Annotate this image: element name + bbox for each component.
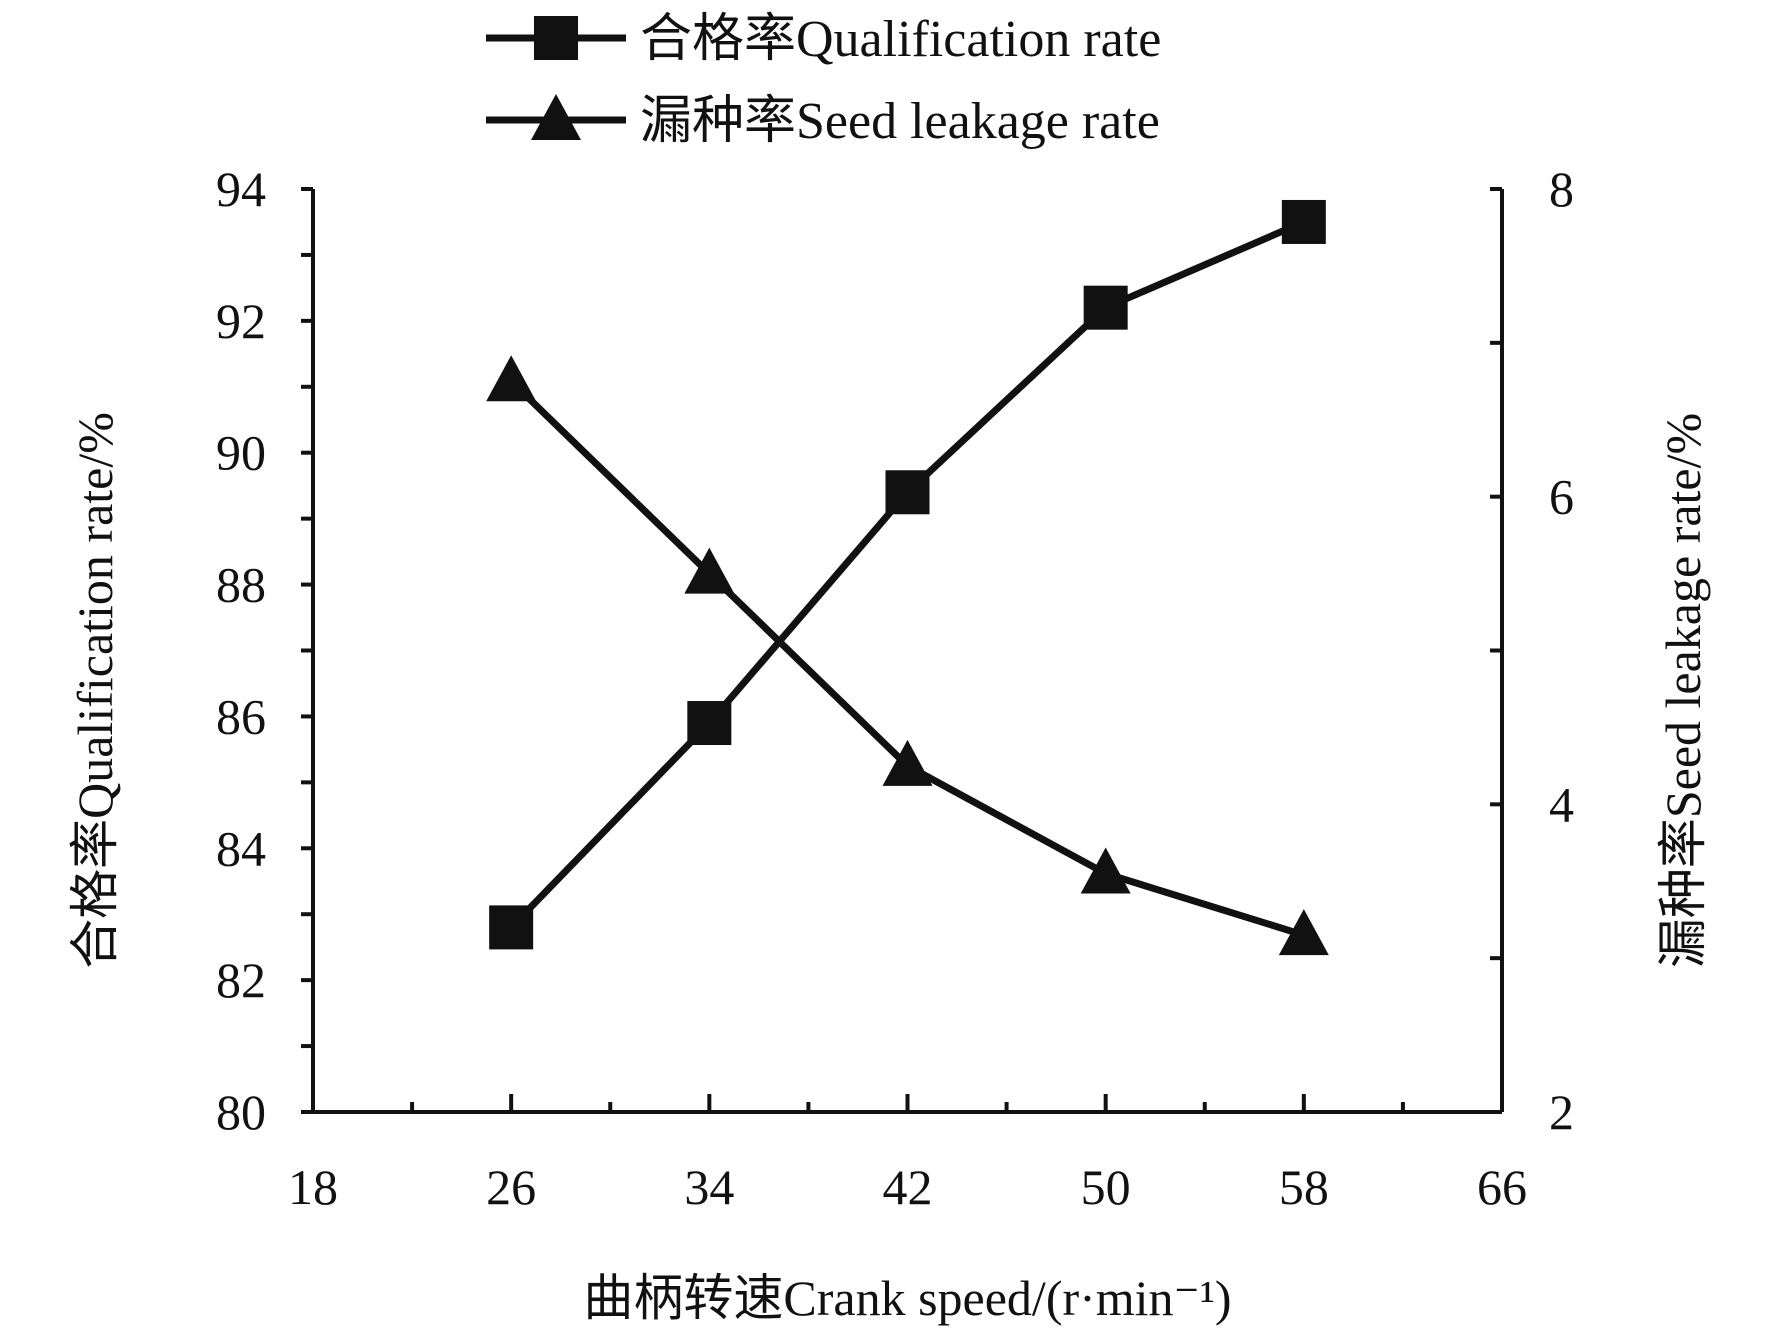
data-point-triangle [1278, 909, 1329, 956]
ticks: 18 26 34 42 50 58 66 80 82 84 86 88 90 92 94 2 4 6 8 [216, 161, 1574, 1215]
data-point-square [687, 701, 732, 746]
series-line-qualification-rate [508, 218, 1306, 930]
y-right-tick-label: 6 [1549, 469, 1574, 525]
y-right-tick-label: 4 [1549, 776, 1574, 832]
y-left-tick-label: 90 [216, 425, 266, 481]
y-right-tick-label: 2 [1549, 1084, 1574, 1140]
series-line-seed-leakage-rate [508, 378, 1305, 939]
legend-label: 漏种率Seed leakage rate [640, 93, 1160, 150]
x-tick-label: 66 [1477, 1159, 1527, 1215]
legend: 合格率Qualification rate 漏种率Seed leakage rat… [486, 11, 1161, 150]
y-right-tick-label: 8 [1549, 161, 1574, 217]
x-axis-title: 曲柄转速Crank speed/(r·min⁻¹) [583, 1270, 1231, 1326]
legend-label: 合格率Qualification rate [640, 11, 1161, 68]
data-point-triangle [882, 739, 933, 786]
x-tick-label: 18 [288, 1159, 338, 1215]
y-left-tick-label: 86 [216, 688, 266, 744]
data-point-triangle [486, 355, 537, 402]
legend-marker-square [534, 16, 578, 60]
axes [311, 189, 1504, 1114]
data-point-triangle [1080, 847, 1131, 894]
x-tick-label: 58 [1279, 1159, 1329, 1215]
data-point-square [1281, 199, 1326, 244]
y-left-tick-label: 94 [216, 161, 266, 217]
data-point-square [1083, 285, 1128, 330]
axis-labels: 曲柄转速Crank speed/(r·min⁻¹) 合格率Qualificati… [67, 412, 1711, 1326]
y-left-tick-label: 82 [216, 952, 266, 1008]
y-left-axis-title: 合格率Qualification rate/% [67, 412, 123, 969]
x-tick-label: 50 [1081, 1159, 1131, 1215]
x-tick-label: 42 [883, 1159, 933, 1215]
y-left-tick-label: 84 [216, 820, 266, 876]
y-left-tick-label: 88 [216, 557, 266, 613]
legend-marker-triangle [531, 94, 581, 140]
series [486, 199, 1329, 956]
data-point-square [489, 905, 534, 950]
x-tick-label: 34 [684, 1159, 734, 1215]
data-point-square [885, 470, 930, 515]
x-tick-label: 26 [486, 1159, 536, 1215]
y-right-axis-title: 漏种率Seed leakage rate/% [1655, 413, 1711, 968]
y-left-tick-label: 80 [216, 1084, 266, 1140]
y-left-tick-label: 92 [216, 293, 266, 349]
data-point-triangle [684, 547, 735, 594]
